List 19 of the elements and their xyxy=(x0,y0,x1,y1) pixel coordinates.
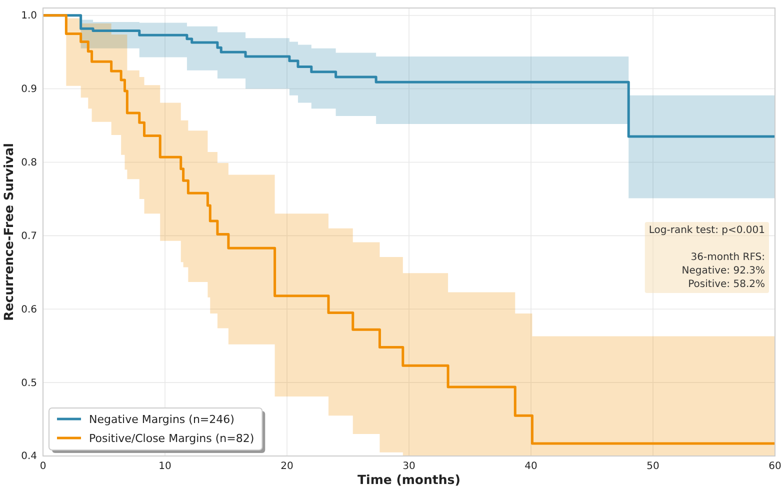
y-tick-label: 1.0 xyxy=(21,10,37,22)
y-tick-label: 0.4 xyxy=(21,451,37,462)
y-tick-label: 0.9 xyxy=(21,84,37,95)
text: Log-rank test: p<0.001 36-month RFS: Negative: 92.3% Positive: 58.2% xyxy=(648,224,765,290)
y-tick-label: 0.8 xyxy=(21,157,37,168)
legend-label: Negative Margins (n=246) xyxy=(89,413,234,426)
x-tick-label: 10 xyxy=(158,461,172,472)
y-axis-title: Recurrence-Free Survival xyxy=(1,143,16,321)
y-tick-label: 0.7 xyxy=(21,230,37,242)
x-tick-label: 50 xyxy=(646,461,660,472)
x-tick-label: 40 xyxy=(524,461,538,472)
x-tick-label: 0 xyxy=(40,461,46,472)
x-tick-label: 30 xyxy=(402,461,416,472)
y-tick-label: 0.6 xyxy=(21,304,37,316)
y-tick-label: 0.5 xyxy=(21,378,37,389)
x-tick-label: 20 xyxy=(280,461,294,472)
x-axis-title: Time (months) xyxy=(358,472,460,487)
x-tick-label: 60 xyxy=(768,461,782,472)
legend-label: Positive/Close Margins (n=82) xyxy=(89,432,254,445)
